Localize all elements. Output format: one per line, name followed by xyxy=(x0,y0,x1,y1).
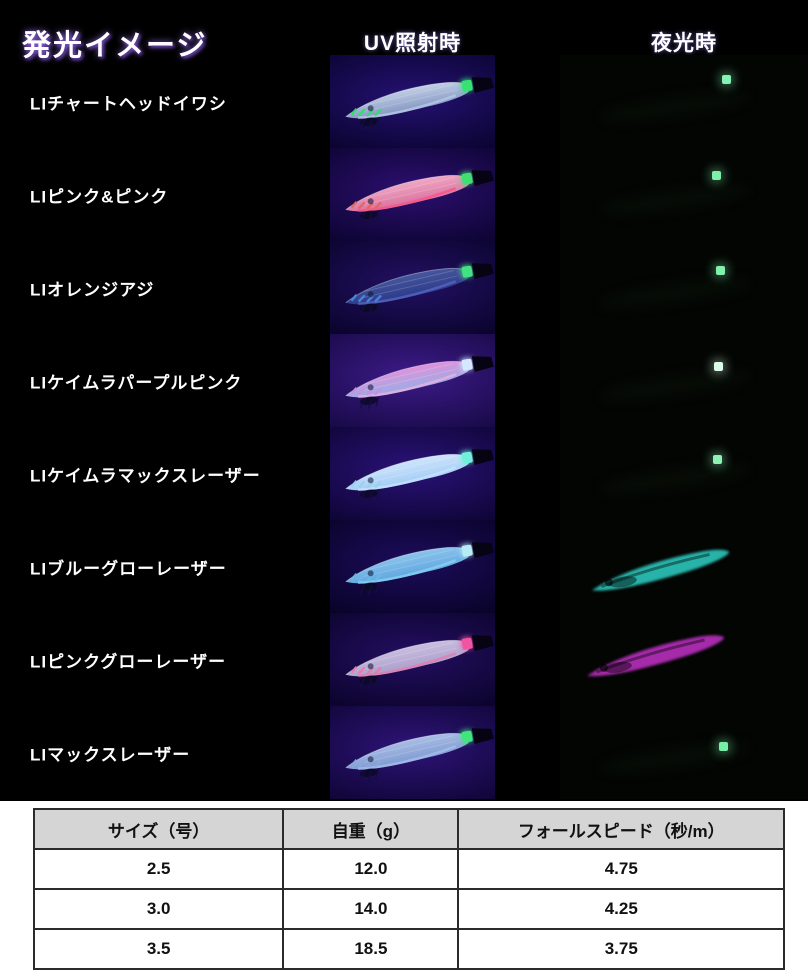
night-photo-tile xyxy=(560,334,808,427)
glow-dot xyxy=(712,171,722,181)
uv-lure-illustration xyxy=(345,77,494,131)
spec-header-cell: 自重（g） xyxy=(282,808,460,850)
lure-variant-label: LIオレンジアジ xyxy=(30,280,155,299)
lure-variant-label: LIピンク&ピンク xyxy=(30,187,169,206)
night-photo-tile xyxy=(560,55,808,148)
faint-lure-silhouette xyxy=(599,179,751,221)
night-glow-lure-illustration xyxy=(587,635,725,677)
spec-data-cell: 14.0 xyxy=(282,888,460,930)
spec-table-row: 3.5 18.5 3.75 xyxy=(32,928,785,970)
glow-comparison-panel: 発光イメージ UV照射時 夜光時 LIチャートヘッドイワシ LIピンク&ピンク xyxy=(0,0,808,801)
glow-dot xyxy=(713,454,723,464)
uv-photo-tile xyxy=(330,613,495,706)
spec-data-cell: 2.5 xyxy=(32,848,285,890)
uv-lure-illustration xyxy=(345,170,494,224)
glow-dot xyxy=(716,266,726,276)
spec-data-cell: 12.0 xyxy=(282,848,460,890)
uv-lure-illustration xyxy=(345,449,494,503)
glow-dot xyxy=(722,75,732,85)
uv-lure-illustration xyxy=(345,263,494,317)
lure-variant-label: LIピンクグローレーザー xyxy=(30,652,227,671)
spec-data-cell: 3.75 xyxy=(457,928,785,970)
spec-table-header-row: サイズ（号） 自重（g） フォールスピード（秒/m） xyxy=(32,808,785,850)
uv-photo-tile xyxy=(330,55,495,148)
spec-header-cell: フォールスピード（秒/m） xyxy=(457,808,785,850)
glow-dot xyxy=(713,361,723,371)
spec-data-cell: 3.0 xyxy=(32,888,285,930)
faint-lure-silhouette xyxy=(599,86,751,128)
glow-dot xyxy=(718,742,728,752)
uv-photo-tile xyxy=(330,148,495,241)
uv-lure-illustration xyxy=(345,356,494,410)
lure-variant-label: LIチャートヘッドイワシ xyxy=(30,94,227,113)
spec-data-cell: 18.5 xyxy=(282,928,460,970)
spec-header-cell: サイズ（号） xyxy=(32,808,285,850)
faint-lure-silhouette xyxy=(599,458,751,500)
night-photo-tile xyxy=(560,241,808,334)
faint-lure-silhouette xyxy=(599,737,751,779)
uv-photo-tile xyxy=(330,334,495,427)
column-header-night: 夜光時 xyxy=(651,32,717,55)
column-header-uv: UV照射時 xyxy=(363,32,462,55)
uv-photo-tile xyxy=(330,520,495,613)
lure-variant-label: LIケイムラパープルピンク xyxy=(30,373,243,392)
lure-variant-label: LIケイムラマックスレーザー xyxy=(30,466,261,485)
uv-photo-tile xyxy=(330,241,495,334)
spec-data-cell: 3.5 xyxy=(32,928,285,970)
uv-lure-illustration xyxy=(345,728,494,782)
spec-table: サイズ（号） 自重（g） フォールスピード（秒/m） 2.5 12.0 4.75 3.0 1… xyxy=(32,808,785,970)
faint-lure-silhouette xyxy=(599,272,751,314)
spec-data-cell: 4.25 xyxy=(457,888,785,930)
spec-table-row: 3.0 14.0 4.25 xyxy=(32,888,785,930)
lure-variant-label: LIマックスレーザー xyxy=(30,745,191,764)
uv-photo-tile xyxy=(330,427,495,520)
faint-lure-silhouette xyxy=(599,365,751,407)
night-photo-tile xyxy=(560,520,808,613)
night-photo-tile xyxy=(560,613,808,706)
spec-data-cell: 4.75 xyxy=(457,848,785,890)
lure-variant-label: LIブルーグローレーザー xyxy=(30,559,227,578)
uv-photo-tile xyxy=(330,706,495,799)
night-photo-tile xyxy=(560,706,808,799)
uv-lure-illustration xyxy=(345,635,494,689)
spec-table-row: 2.5 12.0 4.75 xyxy=(32,848,785,890)
night-glow-lure-illustration xyxy=(591,549,730,591)
uv-lure-illustration xyxy=(345,542,494,596)
page-title: 発光イメージ xyxy=(22,30,208,62)
night-photo-tile xyxy=(560,148,808,241)
night-photo-tile xyxy=(560,427,808,520)
